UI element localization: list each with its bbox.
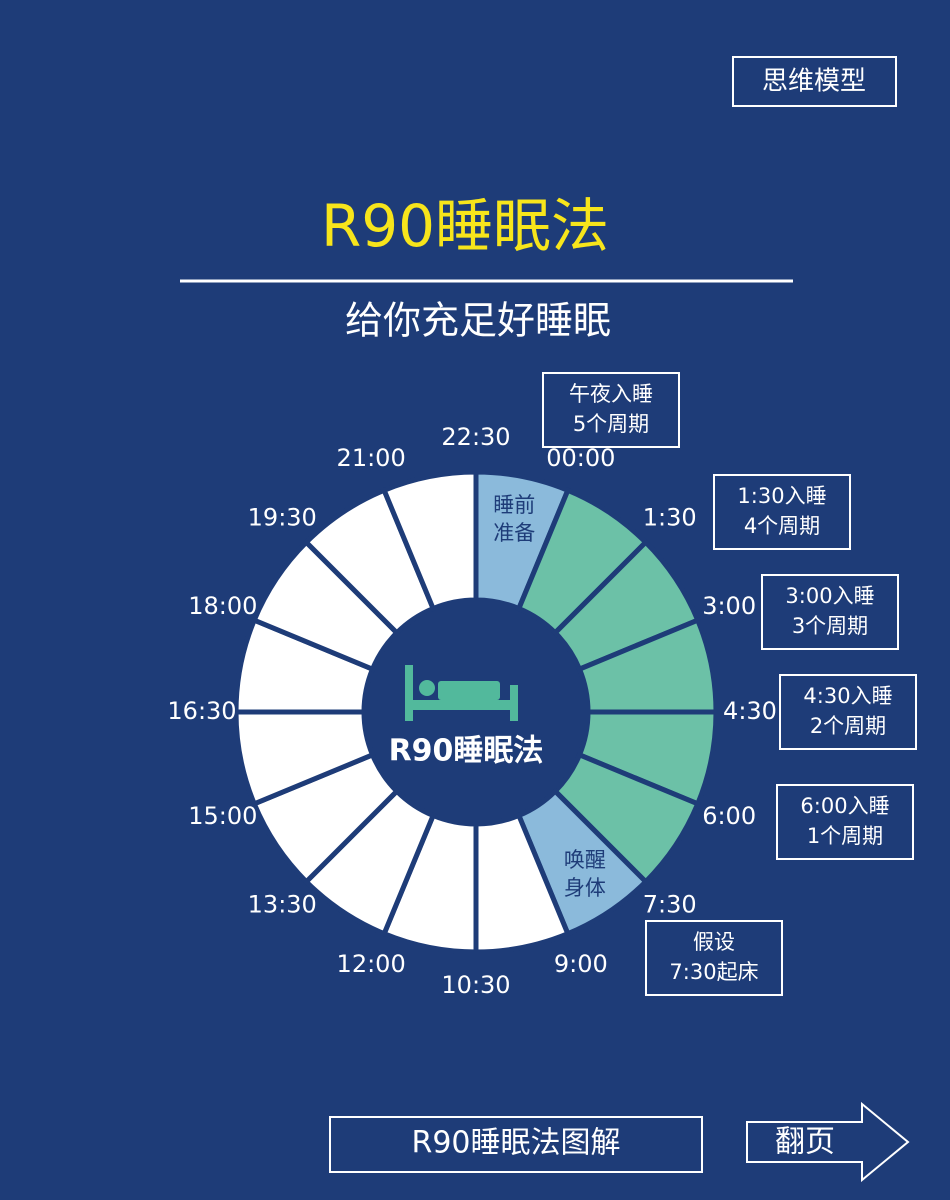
note-box bbox=[761, 574, 899, 650]
note-text: 2个周期 bbox=[810, 714, 886, 738]
bed-head bbox=[405, 665, 413, 721]
segment-label: 准备 bbox=[493, 521, 535, 545]
bed-icon bbox=[405, 665, 518, 721]
time-label: 15:00 bbox=[188, 802, 257, 830]
subtitle: 给你充足好睡眠 bbox=[345, 299, 611, 343]
note-text: 3个周期 bbox=[792, 614, 868, 638]
note-text: 7:30起床 bbox=[669, 960, 758, 984]
notes: 午夜入睡 5个周期 1:30入睡 4个周期 3:00入睡 3个周期 4:30入睡 2个周期 6:… bbox=[542, 372, 917, 996]
note-box bbox=[542, 372, 680, 448]
time-label: 13:30 bbox=[248, 891, 317, 919]
note-box bbox=[779, 674, 917, 750]
time-label: 22:30 bbox=[441, 423, 510, 451]
bed-foot bbox=[510, 685, 518, 721]
bed-base bbox=[405, 700, 518, 710]
note-text: 假设 bbox=[693, 930, 735, 954]
time-label: 10:30 bbox=[441, 971, 510, 999]
segment-label: 身体 bbox=[564, 876, 606, 900]
note-box bbox=[776, 784, 914, 860]
next-label[interactable]: 翻页 bbox=[775, 1125, 835, 1160]
tag-box bbox=[732, 56, 897, 107]
time-label: 6:00 bbox=[702, 802, 756, 830]
note-text: 6:00入睡 bbox=[800, 794, 889, 818]
note-box bbox=[645, 920, 783, 996]
center-label: R90睡眠法 bbox=[389, 734, 544, 769]
ring-segment bbox=[380, 469, 479, 612]
time-label: 21:00 bbox=[337, 444, 406, 472]
note-text: 午夜入睡 bbox=[569, 382, 653, 406]
time-label: 1:30 bbox=[643, 503, 697, 531]
title: R90睡眠法 bbox=[321, 192, 609, 260]
time-label: 18:00 bbox=[188, 592, 257, 620]
tag: 思维模型 bbox=[762, 67, 866, 97]
bed-blanket bbox=[438, 681, 500, 700]
bed-pillow bbox=[419, 680, 435, 696]
time-label: 7:30 bbox=[643, 891, 697, 919]
segment-label: 睡前 bbox=[493, 493, 535, 517]
segment-label: 唤醒 bbox=[564, 848, 606, 872]
time-label: 19:30 bbox=[248, 503, 317, 531]
time-label: 3:00 bbox=[702, 592, 756, 620]
note-text: 1个周期 bbox=[807, 824, 883, 848]
time-label: 4:30 bbox=[723, 697, 777, 725]
time-label: 12:00 bbox=[337, 950, 406, 978]
note-text: 4:30入睡 bbox=[803, 684, 892, 708]
time-label: 16:30 bbox=[167, 697, 236, 725]
note-box bbox=[713, 474, 851, 550]
note-text: 1:30入睡 bbox=[737, 484, 826, 508]
next-arrow[interactable] bbox=[746, 1101, 910, 1183]
note-text: 3:00入睡 bbox=[785, 584, 874, 608]
footer-button[interactable] bbox=[329, 1116, 703, 1173]
time-label: 00:00 bbox=[546, 444, 615, 472]
time-label: 9:00 bbox=[554, 950, 608, 978]
note-text: 4个周期 bbox=[744, 514, 820, 538]
note-text: 5个周期 bbox=[573, 412, 649, 436]
footer-button-label[interactable]: R90睡眠法图解 bbox=[411, 1126, 620, 1161]
